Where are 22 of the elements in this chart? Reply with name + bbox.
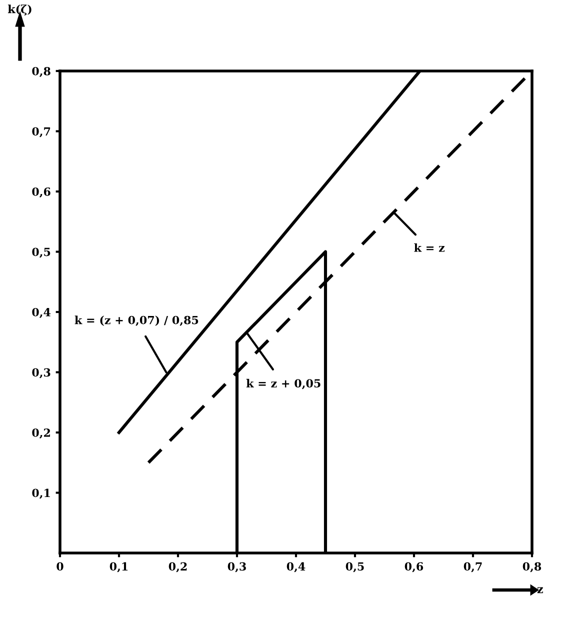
y-tick-label: 0,3 (32, 368, 50, 378)
x-axis-title: z (537, 587, 543, 594)
x-tick-label: 0,5 (346, 562, 364, 572)
x-tick-label: 0,4 (286, 562, 306, 572)
y-tick-label: 0,7 (32, 127, 50, 138)
x-tick-label: 0 (56, 562, 64, 571)
x-tick-label: 0,8 (522, 562, 542, 572)
x-tick-label: 0,3 (228, 562, 246, 572)
y-tick-label: 0,8 (32, 66, 50, 78)
y-tick-label: 0,4 (32, 308, 51, 318)
x-tick-label: 0,2 (168, 562, 187, 572)
x-tick-label: 0,7 (464, 562, 482, 572)
x-tick-label: 0,1 (110, 562, 128, 572)
y-tick-label: 0,6 (32, 187, 50, 198)
y-tick-label: 0,5 (32, 248, 50, 258)
annotation: k = (z + 0,07) / 0,85 (74, 316, 198, 326)
x-tick-label: 0,6 (404, 562, 424, 572)
annotation: k = z (414, 243, 444, 252)
y-axis-title: k(ζ) (8, 4, 32, 16)
annotation: k = z + 0,05 (246, 378, 320, 390)
y-tick-label: 0,2 (32, 428, 50, 439)
y-tick-label: 0,1 (32, 488, 50, 499)
